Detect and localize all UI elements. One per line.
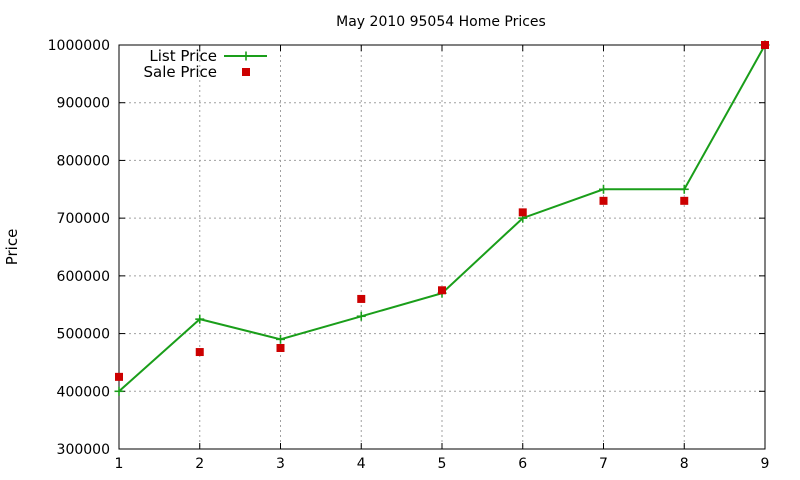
- y-tick-label: 500000: [57, 327, 110, 343]
- legend-swatch-list-price: [224, 51, 267, 61]
- series: [114, 40, 770, 396]
- data-point-list-price: [114, 386, 124, 396]
- x-tick-label: 7: [599, 456, 608, 472]
- data-point-list-price: [195, 314, 205, 324]
- data-point-list-price: [679, 184, 689, 194]
- y-tick-label: 600000: [57, 269, 110, 285]
- x-tick-label: 8: [680, 456, 689, 472]
- data-point-sale-price: [518, 208, 527, 217]
- legend-label-list-price: List Price: [149, 47, 217, 65]
- legend-swatch-sale-price: [242, 68, 250, 76]
- legend: List Price Sale Price: [144, 47, 267, 81]
- data-point-sale-price: [357, 294, 366, 303]
- data-point-sale-price: [599, 196, 608, 205]
- x-tick-label: 2: [195, 456, 204, 472]
- x-tick-label: 3: [276, 456, 285, 472]
- plot-frame: [118, 44, 766, 450]
- data-point-sale-price: [438, 286, 446, 295]
- y-tick-label: 700000: [57, 211, 110, 227]
- x-tick-label: 1: [115, 456, 124, 472]
- x-tick-label: 5: [438, 456, 447, 472]
- data-point-sale-price: [276, 344, 285, 352]
- x-tick-label: 9: [761, 456, 770, 472]
- y-tick-label: 1000000: [48, 38, 110, 54]
- data-point-list-price: [356, 311, 366, 321]
- data-point-sale-price: [761, 41, 769, 49]
- data-point-sale-price: [115, 372, 123, 381]
- x-tick-label: 6: [518, 456, 527, 472]
- legend-marker: [242, 68, 250, 76]
- series-list-price: [114, 40, 770, 396]
- grid: [119, 45, 765, 449]
- y-axis-label: Price: [3, 229, 21, 266]
- y-tick-label: 300000: [57, 442, 110, 458]
- data-point-sale-price: [680, 196, 689, 205]
- y-tick-label: 400000: [57, 384, 110, 400]
- axis-ticks: 300000 400000 500000 600000 700000 800000 9000…: [48, 38, 770, 472]
- legend-label-sale-price: Sale Price: [144, 63, 217, 81]
- data-point-list-price: [599, 184, 608, 194]
- y-tick-label: 900000: [57, 96, 110, 112]
- data-point-list-price: [276, 334, 285, 344]
- legend-marker: [241, 51, 251, 61]
- series-sale-price: [115, 41, 769, 381]
- y-tick-label: 800000: [57, 153, 110, 169]
- data-point-sale-price: [195, 348, 204, 357]
- x-tick-label: 4: [357, 456, 366, 472]
- chart-title: May 2010 95054 Home Prices: [336, 14, 546, 30]
